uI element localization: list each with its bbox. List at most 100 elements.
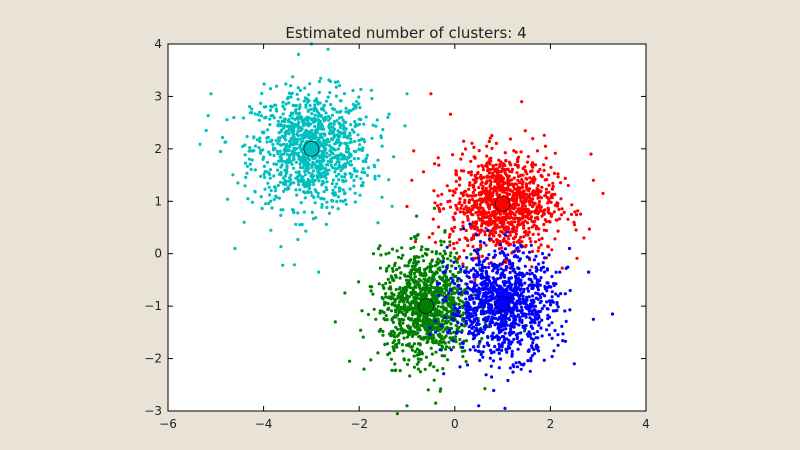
data-point	[536, 249, 540, 253]
data-point	[320, 136, 324, 140]
data-point	[544, 191, 549, 195]
data-point	[267, 150, 271, 154]
data-point	[418, 286, 422, 291]
data-point	[555, 302, 559, 306]
data-point	[277, 131, 281, 135]
data-point	[316, 114, 320, 118]
data-point	[517, 187, 522, 192]
data-point	[507, 308, 511, 312]
data-point	[428, 322, 432, 327]
data-point	[460, 300, 464, 304]
data-point	[390, 204, 394, 208]
data-point	[322, 171, 326, 175]
data-point	[442, 249, 446, 253]
data-point	[360, 309, 364, 313]
data-point	[472, 272, 476, 276]
data-point	[223, 140, 227, 144]
data-point	[300, 115, 304, 119]
data-point	[512, 191, 517, 195]
data-point	[478, 339, 482, 344]
data-point	[334, 94, 338, 98]
data-point	[279, 153, 283, 157]
data-point	[323, 174, 327, 178]
data-point	[310, 128, 314, 132]
data-point	[477, 256, 481, 260]
data-point	[317, 137, 321, 141]
data-point	[421, 323, 425, 327]
data-point	[267, 185, 271, 189]
data-point	[512, 316, 516, 320]
data-point	[280, 134, 284, 138]
data-point	[470, 197, 475, 202]
data-point	[495, 178, 499, 182]
data-point	[472, 178, 476, 182]
data-point	[511, 194, 516, 198]
data-point	[517, 241, 522, 245]
data-point	[451, 229, 455, 233]
data-point	[512, 337, 516, 341]
data-point	[431, 232, 435, 236]
data-point	[296, 97, 300, 101]
data-point	[295, 111, 299, 116]
data-point	[337, 130, 341, 135]
data-point	[412, 281, 416, 285]
data-point	[467, 270, 471, 274]
data-point	[460, 322, 464, 326]
data-point	[291, 208, 295, 212]
data-point	[549, 165, 553, 169]
data-point	[481, 165, 485, 169]
data-point	[390, 266, 395, 271]
data-point	[484, 226, 488, 230]
data-point	[387, 264, 391, 268]
data-point	[464, 228, 468, 233]
data-point	[249, 167, 253, 172]
data-point	[390, 318, 394, 322]
data-point	[572, 362, 576, 366]
cluster-center-marker	[303, 140, 320, 157]
data-point	[490, 334, 494, 338]
data-point	[353, 124, 357, 129]
data-point	[509, 327, 513, 331]
data-point	[506, 344, 511, 349]
data-point	[347, 111, 351, 115]
data-point	[452, 318, 456, 322]
data-point	[269, 114, 273, 118]
data-point	[410, 348, 414, 352]
data-point	[282, 189, 286, 193]
data-point	[457, 302, 461, 306]
data-point	[403, 264, 407, 268]
data-point	[435, 297, 439, 301]
data-point	[458, 342, 462, 346]
data-point	[462, 139, 466, 143]
data-point	[477, 149, 481, 153]
data-point	[306, 190, 310, 195]
data-point	[510, 210, 514, 214]
data-point	[284, 82, 288, 86]
data-point	[419, 289, 423, 293]
data-point	[276, 124, 280, 128]
data-point	[393, 298, 398, 302]
data-point	[472, 285, 476, 289]
data-point	[446, 303, 450, 307]
data-point	[355, 100, 359, 104]
data-point	[405, 295, 409, 299]
data-point	[443, 270, 447, 274]
data-point	[528, 369, 532, 373]
data-point	[509, 288, 513, 292]
data-point	[309, 190, 313, 194]
data-point	[487, 275, 491, 279]
data-point	[477, 210, 482, 214]
data-point	[477, 404, 481, 408]
data-point	[435, 368, 439, 372]
data-point	[395, 334, 399, 338]
data-point	[508, 262, 512, 266]
data-point	[530, 301, 534, 305]
data-point	[259, 195, 263, 199]
data-point	[338, 186, 342, 191]
data-point	[395, 268, 399, 272]
data-point	[352, 184, 356, 188]
data-point	[462, 249, 466, 253]
data-point	[501, 328, 505, 332]
data-point	[453, 211, 457, 216]
data-point	[428, 287, 432, 291]
